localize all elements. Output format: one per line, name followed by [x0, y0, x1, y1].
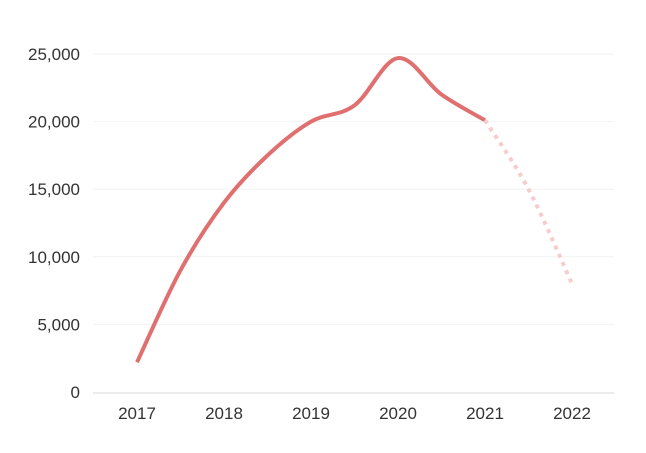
x-tick-label: 2017 — [118, 404, 156, 423]
x-tick-label: 2022 — [553, 404, 591, 423]
series-line-forecast — [483, 119, 574, 285]
y-tick-label: 25,000 — [28, 45, 80, 64]
y-tick-label: 20,000 — [28, 113, 80, 132]
x-tick-label: 2020 — [379, 404, 417, 423]
x-tick-label: 2021 — [466, 404, 504, 423]
axis-layer: 0 5,000 10,000 15,000 20,000 25,000 2017 2018 20… — [28, 45, 614, 423]
x-tick-label: 2019 — [292, 404, 330, 423]
series-line-actual — [135, 56, 487, 364]
x-tick-label: 2018 — [205, 404, 243, 423]
grid-layer — [93, 53, 614, 325]
y-tick-label: 5,000 — [37, 315, 80, 334]
y-tick-label: 0 — [71, 383, 80, 402]
y-tick-label: 10,000 — [28, 248, 80, 267]
y-tick-label: 15,000 — [28, 180, 80, 199]
series-layer — [135, 56, 574, 364]
